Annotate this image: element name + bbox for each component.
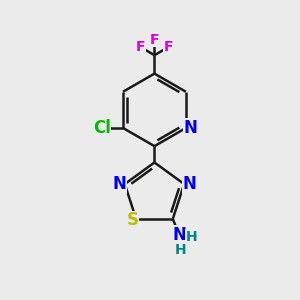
Text: N: N [183, 119, 197, 137]
Text: S: S [127, 212, 139, 230]
Text: H: H [186, 230, 198, 244]
Text: H: H [175, 243, 187, 256]
Text: F: F [150, 33, 159, 47]
Text: N: N [112, 175, 126, 193]
Text: N: N [172, 226, 186, 244]
Text: Cl: Cl [93, 119, 111, 137]
Text: N: N [183, 175, 196, 193]
Text: F: F [164, 40, 173, 54]
Text: F: F [135, 40, 145, 54]
